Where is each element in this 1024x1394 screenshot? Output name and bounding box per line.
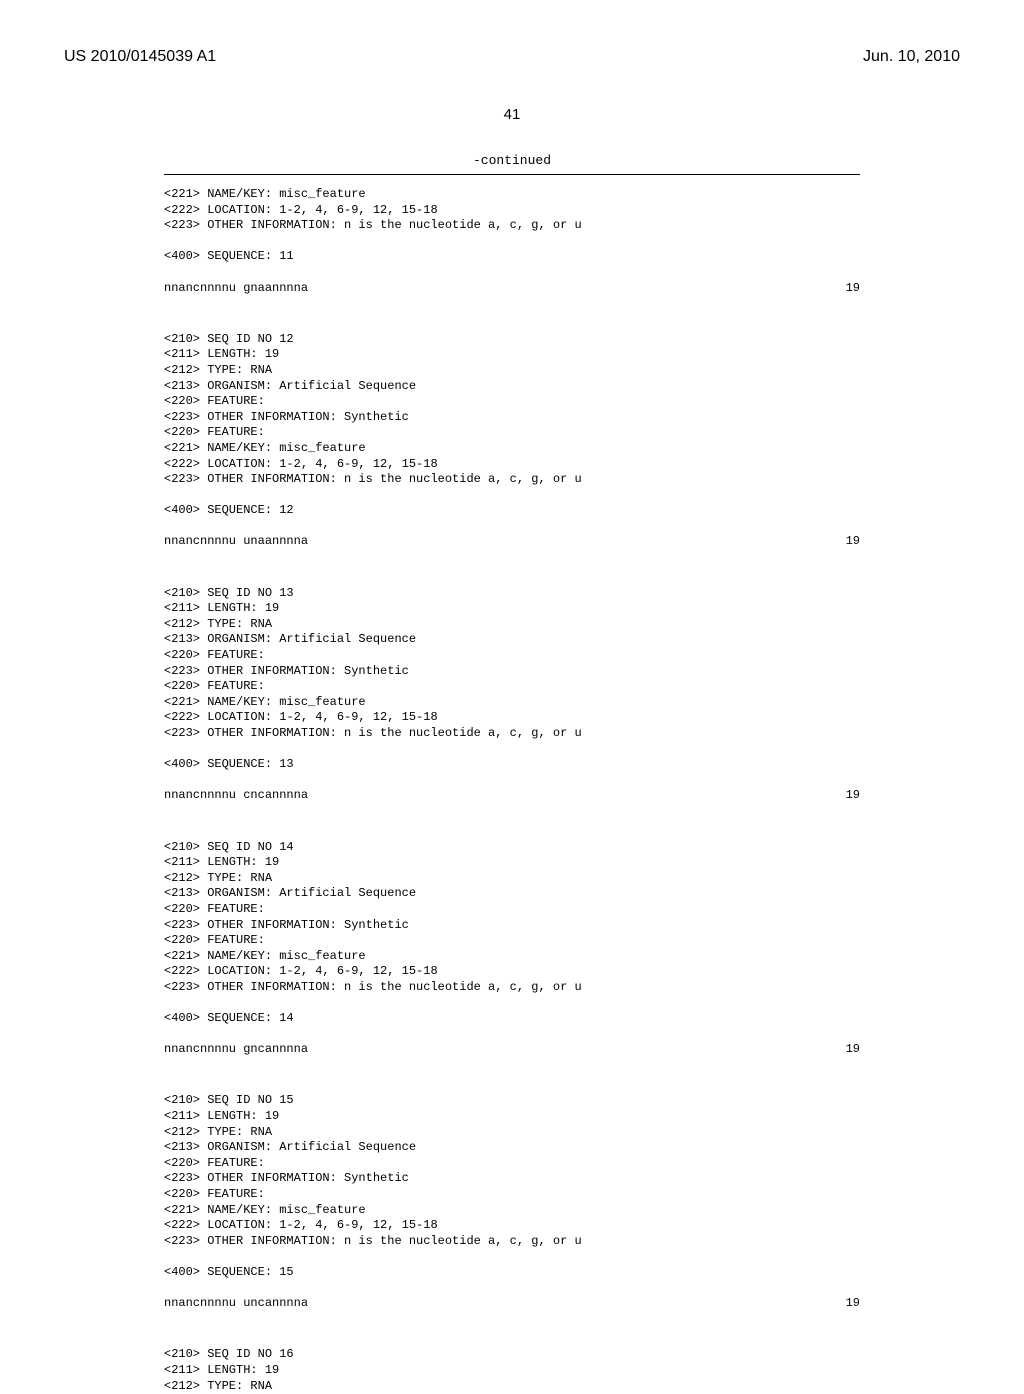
sequence-metadata-line: <221> NAME/KEY: misc_feature [164,1203,860,1219]
sequence-block: <210> SEQ ID NO 15<211> LENGTH: 19<212> … [164,1093,860,1327]
page-number: 41 [64,106,960,123]
sequence-metadata-line: <400> SEQUENCE: 14 [164,1011,860,1027]
sequence-metadata-line: <212> TYPE: RNA [164,363,860,379]
sequence-metadata-line: <211> LENGTH: 19 [164,601,860,617]
sequence-block: <210> SEQ ID NO 12<211> LENGTH: 19<212> … [164,332,860,566]
sequence-data: nnancnnnnu gnaannnna [164,281,820,297]
publication-number: US 2010/0145039 A1 [64,48,216,66]
spacer [164,1027,860,1043]
sequence-metadata-line: <210> SEQ ID NO 16 [164,1347,860,1363]
sequence-data-line: nnancnnnnu cncannnna19 [164,788,860,804]
sequence-block: <210> SEQ ID NO 16<211> LENGTH: 19<212> … [164,1347,860,1394]
sequence-metadata-line: <222> LOCATION: 1-2, 4, 6-9, 12, 15-18 [164,710,860,726]
sequence-metadata-line: <212> TYPE: RNA [164,871,860,887]
spacer [164,265,860,281]
spacer [164,550,860,566]
sequence-length: 19 [820,788,860,804]
sequence-metadata-line: <222> LOCATION: 1-2, 4, 6-9, 12, 15-18 [164,1218,860,1234]
sequence-metadata-line: <220> FEATURE: [164,679,860,695]
sequence-metadata-line: <400> SEQUENCE: 12 [164,503,860,519]
sequence-metadata-line: <223> OTHER INFORMATION: Synthetic [164,918,860,934]
sequence-metadata-line: <220> FEATURE: [164,933,860,949]
sequence-metadata-line: <212> TYPE: RNA [164,1125,860,1141]
spacer [164,804,860,820]
sequence-metadata-line: <210> SEQ ID NO 13 [164,586,860,602]
sequence-metadata-line: <210> SEQ ID NO 14 [164,840,860,856]
sequence-metadata-line: <220> FEATURE: [164,1156,860,1172]
sequence-metadata-line: <210> SEQ ID NO 12 [164,332,860,348]
divider-line [164,174,860,175]
sequence-metadata-line: <221> NAME/KEY: misc_feature [164,949,860,965]
sequence-metadata-line: <400> SEQUENCE: 13 [164,757,860,773]
sequence-listing: <221> NAME/KEY: misc_feature<222> LOCATI… [164,187,860,1394]
sequence-data: nnancnnnnu cncannnna [164,788,820,804]
sequence-metadata-line: <213> ORGANISM: Artificial Sequence [164,379,860,395]
sequence-metadata-line [164,1249,860,1265]
spacer [164,296,860,312]
sequence-block: <221> NAME/KEY: misc_feature<222> LOCATI… [164,187,860,312]
spacer [164,1058,860,1074]
sequence-metadata-line: <221> NAME/KEY: misc_feature [164,441,860,457]
sequence-metadata-line: <220> FEATURE: [164,394,860,410]
sequence-length: 19 [820,281,860,297]
sequence-metadata-line: <222> LOCATION: 1-2, 4, 6-9, 12, 15-18 [164,203,860,219]
sequence-metadata-line: <212> TYPE: RNA [164,617,860,633]
spacer [164,1281,860,1297]
sequence-metadata-line: <400> SEQUENCE: 15 [164,1265,860,1281]
sequence-metadata-line: <210> SEQ ID NO 15 [164,1093,860,1109]
sequence-metadata-line: <220> FEATURE: [164,648,860,664]
sequence-metadata-line [164,742,860,758]
sequence-length: 19 [820,1042,860,1058]
sequence-data-line: nnancnnnnu gncannnna19 [164,1042,860,1058]
sequence-metadata-line: <223> OTHER INFORMATION: n is the nucleo… [164,980,860,996]
sequence-data: nnancnnnnu uncannnna [164,1296,820,1312]
sequence-metadata-line: <222> LOCATION: 1-2, 4, 6-9, 12, 15-18 [164,964,860,980]
sequence-metadata-line: <221> NAME/KEY: misc_feature [164,695,860,711]
sequence-metadata-line: <212> TYPE: RNA [164,1379,860,1394]
sequence-metadata-line: <220> FEATURE: [164,1187,860,1203]
sequence-data-line: nnancnnnnu uncannnna19 [164,1296,860,1312]
sequence-metadata-line: <213> ORGANISM: Artificial Sequence [164,632,860,648]
sequence-metadata-line: <221> NAME/KEY: misc_feature [164,187,860,203]
page-header: US 2010/0145039 A1 Jun. 10, 2010 [64,48,960,66]
sequence-block: <210> SEQ ID NO 13<211> LENGTH: 19<212> … [164,586,860,820]
sequence-metadata-line: <223> OTHER INFORMATION: Synthetic [164,1171,860,1187]
sequence-metadata-line: <213> ORGANISM: Artificial Sequence [164,1140,860,1156]
sequence-length: 19 [820,534,860,550]
sequence-metadata-line: <223> OTHER INFORMATION: Synthetic [164,410,860,426]
sequence-metadata-line [164,996,860,1012]
sequence-metadata-line: <220> FEATURE: [164,425,860,441]
sequence-metadata-line: <400> SEQUENCE: 11 [164,249,860,265]
spacer [164,519,860,535]
sequence-data: nnancnnnnu gncannnna [164,1042,820,1058]
sequence-metadata-line: <223> OTHER INFORMATION: n is the nucleo… [164,218,860,234]
sequence-metadata-line: <223> OTHER INFORMATION: Synthetic [164,664,860,680]
publication-date: Jun. 10, 2010 [863,48,960,66]
sequence-metadata-line: <223> OTHER INFORMATION: n is the nucleo… [164,726,860,742]
sequence-metadata-line: <211> LENGTH: 19 [164,1109,860,1125]
sequence-metadata-line: <223> OTHER INFORMATION: n is the nucleo… [164,472,860,488]
sequence-data-line: nnancnnnnu gnaannnna19 [164,281,860,297]
sequence-metadata-line: <211> LENGTH: 19 [164,1363,860,1379]
sequence-metadata-line: <220> FEATURE: [164,902,860,918]
sequence-metadata-line: <211> LENGTH: 19 [164,855,860,871]
sequence-data: nnancnnnnu unaannnna [164,534,820,550]
spacer [164,773,860,789]
continued-label: -continued [64,153,960,168]
sequence-metadata-line: <213> ORGANISM: Artificial Sequence [164,886,860,902]
sequence-metadata-line [164,488,860,504]
sequence-length: 19 [820,1296,860,1312]
sequence-metadata-line: <222> LOCATION: 1-2, 4, 6-9, 12, 15-18 [164,457,860,473]
sequence-block: <210> SEQ ID NO 14<211> LENGTH: 19<212> … [164,840,860,1074]
sequence-metadata-line: <223> OTHER INFORMATION: n is the nucleo… [164,1234,860,1250]
sequence-metadata-line [164,234,860,250]
sequence-data-line: nnancnnnnu unaannnna19 [164,534,860,550]
sequence-metadata-line: <211> LENGTH: 19 [164,347,860,363]
